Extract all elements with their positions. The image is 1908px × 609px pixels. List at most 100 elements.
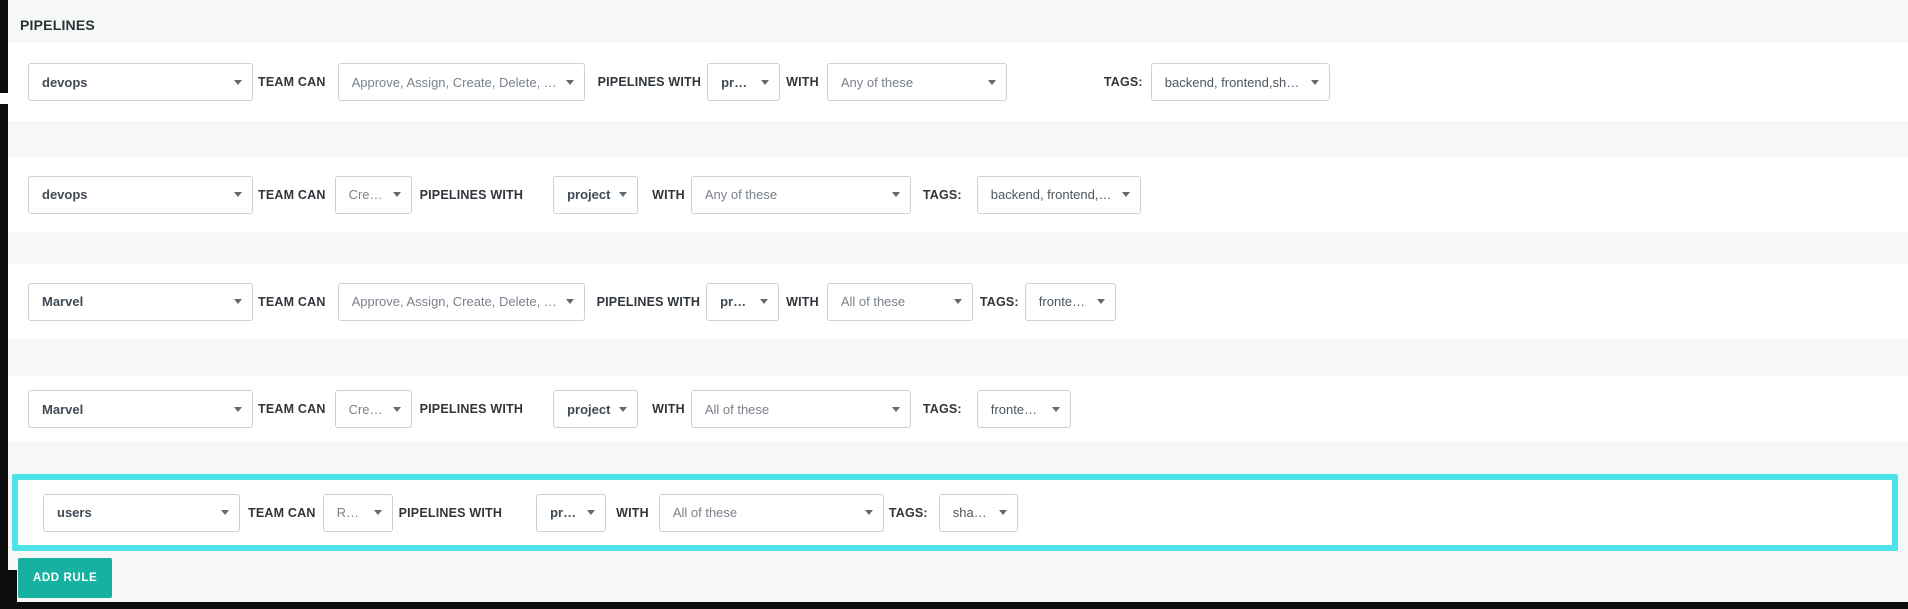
- tag-match-select[interactable]: All of these: [826, 282, 973, 321]
- actions-select[interactable]: Approve, Assign, Create, Delete, Rea...: [337, 282, 585, 321]
- tags-label: TAGS:: [979, 294, 1019, 309]
- team-can-label: TEAM CAN: [248, 505, 316, 520]
- pipelines-with-label: PIPELINES WITH: [419, 402, 524, 416]
- rule-row: Marvel TEAM CAN Approve, Assign, Create,…: [8, 264, 1908, 339]
- tag-match-select-value: Any of these: [704, 187, 778, 202]
- chevron-down-icon: [234, 79, 242, 85]
- actions-select-value: Approve, Assign, Create, Delete, Rea...: [351, 74, 558, 90]
- tag-match-select[interactable]: Any of these: [690, 175, 911, 214]
- chevron-down-icon: [998, 510, 1007, 515]
- team-select-value: users: [57, 505, 92, 520]
- tags-label: TAGS:: [922, 187, 962, 202]
- rule-row: devops TEAM CAN Approve, Assign, Create,…: [8, 43, 1908, 121]
- scope-select-value: project: [550, 505, 579, 520]
- tag-match-select-value: All of these: [672, 505, 738, 520]
- tag-match-select-value: Any of these: [840, 74, 914, 90]
- actions-select-value: Create: [348, 187, 385, 202]
- with-label: WITH: [616, 505, 649, 520]
- actions-select[interactable]: Create: [334, 175, 412, 214]
- chevron-down-icon: [1051, 406, 1060, 412]
- actions-select-value: Create: [348, 401, 385, 417]
- scope-select-value: project: [567, 401, 611, 417]
- tags-label: TAGS:: [922, 402, 962, 416]
- team-select-value: Marvel: [42, 401, 84, 417]
- team-can-label: TEAM CAN: [258, 402, 326, 416]
- tags-select[interactable]: backend, frontend,shared: [976, 175, 1141, 214]
- chevron-down-icon: [761, 79, 770, 85]
- scope-select-value: project: [721, 74, 753, 90]
- chevron-down-icon: [619, 192, 628, 197]
- with-label: WITH: [786, 294, 819, 309]
- chevron-down-icon: [987, 79, 996, 85]
- chevron-down-icon: [891, 406, 900, 412]
- scope-select[interactable]: project: [707, 63, 781, 101]
- tags-select[interactable]: backend, frontend,shared: [1150, 63, 1330, 101]
- add-rule-button[interactable]: ADD RULE: [18, 558, 113, 598]
- tag-match-select-value: All of these: [840, 294, 906, 309]
- chevron-down-icon: [1310, 79, 1319, 85]
- team-select[interactable]: devops: [28, 63, 253, 101]
- window-edge-notch: [0, 93, 8, 104]
- pipelines-with-label: PIPELINES WITH: [596, 294, 701, 309]
- pipelines-with-label: PIPELINES WITH: [398, 505, 503, 520]
- tags-select-value: shared: [952, 505, 991, 520]
- chevron-down-icon: [221, 510, 229, 515]
- actions-select-value: Read: [336, 505, 366, 520]
- chevron-down-icon: [234, 406, 242, 412]
- with-label: WITH: [652, 402, 685, 416]
- team-select[interactable]: Marvel: [28, 390, 253, 428]
- actions-select[interactable]: Read: [322, 493, 393, 532]
- tag-match-select[interactable]: Any of these: [826, 63, 1007, 101]
- chevron-down-icon: [565, 79, 574, 85]
- chevron-down-icon: [953, 299, 962, 304]
- tags-select[interactable]: frontend,shared: [1024, 282, 1116, 321]
- chevron-down-icon: [1096, 299, 1105, 304]
- team-can-label: TEAM CAN: [258, 75, 326, 89]
- scope-select[interactable]: project: [706, 282, 780, 321]
- team-select-value: devops: [42, 187, 88, 202]
- team-select-value: Marvel: [42, 294, 84, 309]
- chevron-down-icon: [234, 299, 242, 304]
- team-can-label: TEAM CAN: [258, 187, 326, 202]
- page-title: PIPELINES: [20, 17, 95, 33]
- tags-select-value: frontend,shared: [1038, 294, 1089, 309]
- window-edge-bottom: [0, 602, 1908, 609]
- with-label: WITH: [786, 75, 819, 89]
- team-can-label: TEAM CAN: [258, 294, 326, 309]
- tag-match-select[interactable]: All of these: [658, 493, 884, 532]
- chevron-down-icon: [760, 299, 769, 304]
- chevron-down-icon: [891, 192, 900, 197]
- chevron-down-icon: [864, 510, 873, 515]
- scope-select[interactable]: project: [553, 175, 639, 214]
- chevron-down-icon: [234, 192, 242, 197]
- tag-match-select-value: All of these: [704, 401, 770, 417]
- chevron-down-icon: [373, 510, 382, 515]
- chevron-down-icon: [392, 192, 401, 197]
- chevron-down-icon: [619, 406, 628, 412]
- tags-select[interactable]: frontend,shared: [976, 390, 1071, 428]
- chevron-down-icon: [1121, 192, 1130, 197]
- rule-row: Marvel TEAM CAN Create PIPELINES WITH pr…: [8, 376, 1908, 442]
- team-select[interactable]: users: [43, 493, 240, 532]
- actions-select[interactable]: Approve, Assign, Create, Delete, Rea...: [337, 63, 585, 101]
- tag-match-select[interactable]: All of these: [690, 390, 911, 428]
- team-select[interactable]: devops: [28, 175, 253, 214]
- chevron-down-icon: [565, 299, 574, 304]
- team-select[interactable]: Marvel: [28, 282, 253, 321]
- pipelines-with-label: PIPELINES WITH: [419, 187, 524, 202]
- team-select-value: devops: [42, 74, 88, 90]
- tags-select-value: frontend,shared: [990, 401, 1044, 417]
- pipelines-with-label: PIPELINES WITH: [597, 75, 702, 89]
- scope-select-value: project: [567, 187, 611, 202]
- chevron-down-icon: [392, 406, 401, 412]
- actions-select-value: Approve, Assign, Create, Delete, Rea...: [351, 294, 558, 309]
- with-label: WITH: [652, 187, 685, 202]
- scope-select[interactable]: project: [536, 493, 607, 532]
- tags-select-value: backend, frontend,shared: [1164, 74, 1303, 90]
- rule-row-highlighted: users TEAM CAN Read PIPELINES WITH proje…: [12, 474, 1898, 551]
- window-edge-corner: [0, 570, 17, 609]
- actions-select[interactable]: Create: [334, 390, 412, 428]
- tags-select[interactable]: shared: [938, 493, 1018, 532]
- scope-select[interactable]: project: [553, 390, 639, 428]
- window-edge-left: [0, 0, 8, 609]
